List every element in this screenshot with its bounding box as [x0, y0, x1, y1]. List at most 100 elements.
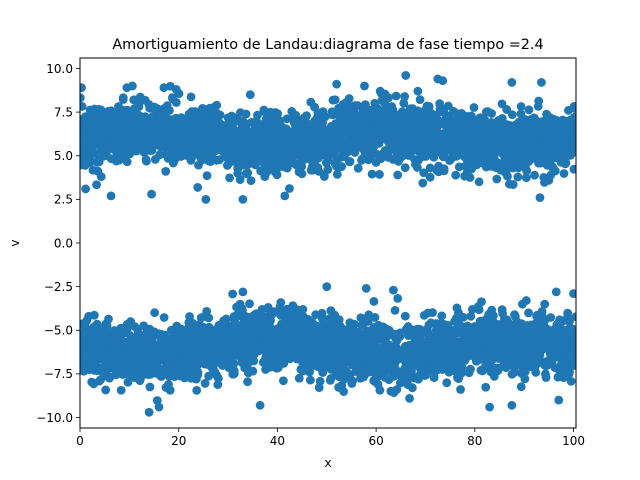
data-point — [546, 170, 556, 180]
data-point — [319, 111, 329, 121]
data-point — [294, 134, 303, 144]
data-point — [344, 94, 354, 103]
data-point — [521, 173, 531, 183]
data-point — [285, 184, 294, 193]
data-point — [80, 134, 86, 144]
data-point — [303, 315, 313, 324]
data-point — [243, 368, 253, 378]
data-point — [307, 120, 317, 129]
data-point — [279, 330, 289, 340]
data-point — [328, 149, 337, 159]
data-point — [245, 299, 254, 309]
data-point — [140, 113, 150, 123]
data-point — [233, 309, 243, 319]
data-point — [540, 299, 550, 309]
data-point — [208, 122, 218, 132]
data-point — [83, 120, 93, 130]
data-point — [501, 121, 511, 131]
data-point — [114, 119, 124, 129]
data-point — [552, 329, 562, 339]
data-point — [81, 112, 90, 122]
data-point — [404, 130, 414, 140]
data-point — [466, 364, 475, 374]
data-point — [507, 110, 517, 120]
data-point — [210, 367, 220, 377]
data-point — [534, 158, 543, 168]
data-point — [412, 120, 421, 129]
data-point — [394, 121, 404, 131]
data-point — [149, 103, 158, 113]
data-point — [162, 147, 172, 157]
data-point — [335, 109, 344, 119]
data-point — [415, 95, 425, 105]
data-point — [345, 105, 355, 114]
data-point — [269, 358, 279, 368]
data-point — [487, 161, 496, 171]
data-point — [101, 385, 111, 395]
data-point — [414, 130, 424, 140]
data-point — [514, 136, 524, 146]
data-point — [243, 377, 252, 387]
data-point — [432, 166, 442, 175]
data-point — [363, 313, 373, 323]
data-point — [140, 95, 150, 105]
data-point — [107, 363, 116, 373]
data-point — [405, 393, 414, 403]
data-point — [308, 344, 317, 354]
data-point — [90, 105, 100, 115]
data-point — [531, 368, 541, 377]
data-point — [171, 98, 181, 107]
data-point — [312, 128, 321, 138]
data-point — [516, 109, 526, 119]
data-point — [293, 347, 303, 357]
data-point — [155, 132, 165, 141]
data-point — [185, 139, 195, 149]
data-point — [288, 158, 298, 168]
data-point — [153, 354, 163, 364]
data-point — [425, 163, 435, 173]
data-point — [301, 112, 310, 122]
data-point — [117, 336, 127, 345]
data-point — [229, 154, 239, 164]
data-point — [258, 157, 268, 166]
data-point — [224, 124, 233, 134]
data-point — [123, 377, 133, 387]
data-point — [173, 324, 183, 334]
data-point — [255, 123, 265, 133]
data-point — [187, 117, 197, 127]
data-point — [480, 115, 489, 124]
chart-title: Amortiguamiento de Landau:diagrama de fa… — [112, 37, 543, 53]
data-point — [87, 147, 97, 157]
data-point — [419, 310, 429, 320]
data-point — [516, 382, 526, 392]
data-point — [253, 314, 262, 323]
data-point — [492, 174, 502, 184]
data-point — [89, 113, 99, 122]
data-point — [265, 165, 274, 174]
data-point — [569, 164, 576, 174]
data-point — [261, 114, 271, 124]
data-point — [425, 172, 435, 182]
data-point — [103, 334, 113, 343]
data-point — [161, 166, 171, 176]
data-point — [385, 139, 395, 149]
data-point — [101, 128, 111, 137]
data-point — [134, 102, 144, 112]
data-point — [247, 148, 257, 158]
data-point — [126, 335, 136, 345]
data-point — [135, 376, 145, 386]
data-point — [168, 122, 178, 132]
data-point — [150, 155, 160, 164]
data-point — [460, 133, 470, 143]
data-point — [274, 162, 283, 172]
data-point — [145, 146, 155, 155]
data-point — [392, 148, 402, 158]
data-point — [563, 316, 573, 325]
data-point — [429, 129, 439, 139]
data-point — [392, 110, 402, 120]
data-point — [176, 152, 186, 161]
data-point — [394, 139, 404, 149]
data-point — [117, 369, 126, 379]
data-point — [260, 317, 269, 327]
data-point — [118, 93, 128, 103]
